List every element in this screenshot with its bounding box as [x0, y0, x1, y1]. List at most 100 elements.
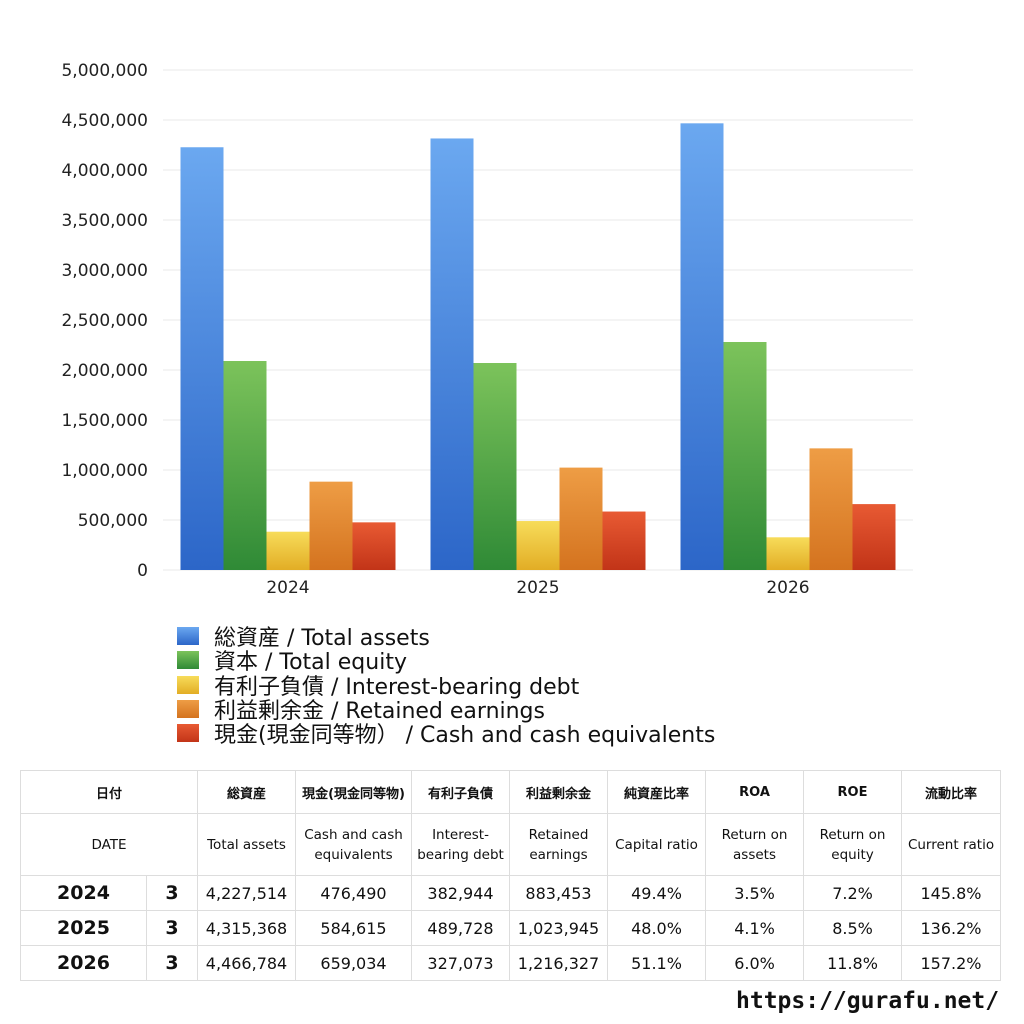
- legend-swatch: [177, 700, 199, 719]
- table-cell: 4,315,368: [197, 910, 297, 946]
- table-cell: 659,034: [295, 945, 413, 981]
- bar: [266, 531, 310, 570]
- year-cell: 2024: [20, 875, 147, 911]
- grid-lines: [163, 69, 913, 571]
- y-tick-label: 1,500,000: [61, 411, 148, 431]
- header-cell: ROE: [803, 770, 903, 814]
- table-cell: 883,453: [509, 875, 609, 911]
- table-cell: 8.5%: [803, 910, 903, 946]
- table-cell: 48.0%: [607, 910, 707, 946]
- table-cell: 136.2%: [901, 910, 1002, 946]
- header-cell: 現金(現金同等物): [295, 770, 413, 814]
- y-tick-label: 4,000,000: [61, 161, 148, 181]
- bar: [309, 481, 353, 570]
- header-cell: 日付: [19, 770, 199, 814]
- legend-label: 総資産 / Total assets: [214, 626, 430, 652]
- header-cell: DATE: [19, 813, 199, 876]
- table-cell: 145.8%: [901, 875, 1002, 911]
- bar: [516, 521, 560, 570]
- header-cell: Current ratio: [901, 813, 1002, 876]
- legend-label: 有利子負債 / Interest-bearing debt: [214, 674, 580, 700]
- month-cell: 3: [145, 910, 199, 946]
- legend-label: 現金(現金同等物） / Cash and cash equivalents: [214, 723, 716, 749]
- table-cell: 4,466,784: [197, 945, 297, 981]
- y-tick-label: 2,000,000: [61, 361, 148, 381]
- table-header-en: DATE Total assets Cash and cash equivale…: [19, 813, 1002, 876]
- y-tick-label: 500,000: [78, 511, 148, 531]
- year-cell: 2025: [20, 910, 147, 946]
- table-cell: 6.0%: [705, 945, 805, 981]
- x-tick-label: 2026: [766, 578, 809, 598]
- bar: [430, 138, 474, 570]
- legend-swatch: [177, 651, 199, 670]
- legend-item: 有利子負債 / Interest-bearing debt: [177, 673, 715, 700]
- table-cell: 49.4%: [607, 875, 707, 911]
- header-cell: 総資産: [197, 770, 297, 814]
- table-cell: 3.5%: [705, 875, 805, 911]
- table-cell: 11.8%: [803, 945, 903, 981]
- month-cell: 3: [145, 945, 199, 981]
- table-cell: 1,216,327: [509, 945, 609, 981]
- bar: [223, 361, 267, 570]
- y-tick-label: 4,500,000: [61, 111, 148, 131]
- legend-label: 利益剰余金 / Retained earnings: [214, 699, 545, 725]
- legend-swatch: [177, 627, 199, 646]
- legend-swatch: [177, 724, 199, 743]
- header-cell: 流動比率: [901, 770, 1002, 814]
- table-row: 2025 3 4,315,368 584,615 489,728 1,023,9…: [20, 910, 1002, 946]
- table-row: 2024 3 4,227,514 476,490 382,944 883,453…: [20, 875, 1002, 911]
- month-cell: 3: [145, 875, 199, 911]
- bar: [352, 522, 396, 570]
- header-cell: Interest-bearing debt: [411, 813, 511, 876]
- y-axis-ticks: 0 500,000 1,000,000 1,500,000 2,000,000 2,500…: [61, 61, 148, 581]
- financial-table: 日付 総資産 現金(現金同等物) 有利子負債 利益剰余金 純資産比率 ROA R…: [19, 770, 1002, 981]
- bar: [602, 511, 646, 570]
- bar: [809, 448, 853, 570]
- legend-swatch: [177, 675, 199, 694]
- x-axis-ticks: 2024 2025 2026: [266, 578, 809, 598]
- bar: [680, 123, 724, 571]
- table-cell: 7.2%: [803, 875, 903, 911]
- table-cell: 1,023,945: [509, 910, 609, 946]
- x-tick-label: 2024: [266, 578, 309, 598]
- x-tick-label: 2025: [516, 578, 559, 598]
- legend-label: 資本 / Total equity: [214, 650, 407, 676]
- legend-item: 利益剰余金 / Retained earnings: [177, 697, 715, 724]
- header-cell: 有利子負債: [411, 770, 511, 814]
- table-cell: 157.2%: [901, 945, 1002, 981]
- legend: 総資産 / Total assets 資本 / Total equity 有利子…: [177, 624, 715, 748]
- header-cell: Cash and cash equivalents: [295, 813, 413, 876]
- header-cell: Total assets: [197, 813, 297, 876]
- legend-item: 現金(現金同等物） / Cash and cash equivalents: [177, 721, 715, 748]
- site-url: https://gurafu.net/: [736, 988, 1000, 1014]
- table-cell: 382,944: [411, 875, 511, 911]
- header-cell: Return on assets: [705, 813, 805, 876]
- legend-item: 総資産 / Total assets: [177, 624, 715, 651]
- y-tick-label: 2,500,000: [61, 311, 148, 331]
- header-cell: ROA: [705, 770, 805, 814]
- bar: [180, 147, 224, 570]
- bar-chart: 0 500,000 1,000,000 1,500,000 2,000,000 2,500…: [61, 61, 913, 598]
- table-cell: 327,073: [411, 945, 511, 981]
- year-cell: 2026: [20, 945, 147, 981]
- header-cell: Return on equity: [803, 813, 903, 876]
- table-row: 2026 3 4,466,784 659,034 327,073 1,216,3…: [20, 945, 1002, 981]
- table-cell: 584,615: [295, 910, 413, 946]
- bar: [723, 342, 767, 570]
- bar: [473, 363, 517, 570]
- header-cell: Retained earnings: [509, 813, 609, 876]
- header-cell: 純資産比率: [607, 770, 707, 814]
- header-cell: 利益剰余金: [509, 770, 609, 814]
- table-cell: 489,728: [411, 910, 511, 946]
- y-tick-label: 3,000,000: [61, 261, 148, 281]
- y-tick-label: 5,000,000: [61, 61, 148, 81]
- bar: [766, 537, 810, 570]
- table-cell: 4,227,514: [197, 875, 297, 911]
- table-cell: 476,490: [295, 875, 413, 911]
- bar: [559, 467, 603, 570]
- bars: [180, 123, 896, 571]
- table-header-ja: 日付 総資産 現金(現金同等物) 有利子負債 利益剰余金 純資産比率 ROA R…: [19, 770, 1002, 814]
- y-tick-label: 0: [137, 561, 148, 581]
- bar: [852, 504, 896, 570]
- table-cell: 4.1%: [705, 910, 805, 946]
